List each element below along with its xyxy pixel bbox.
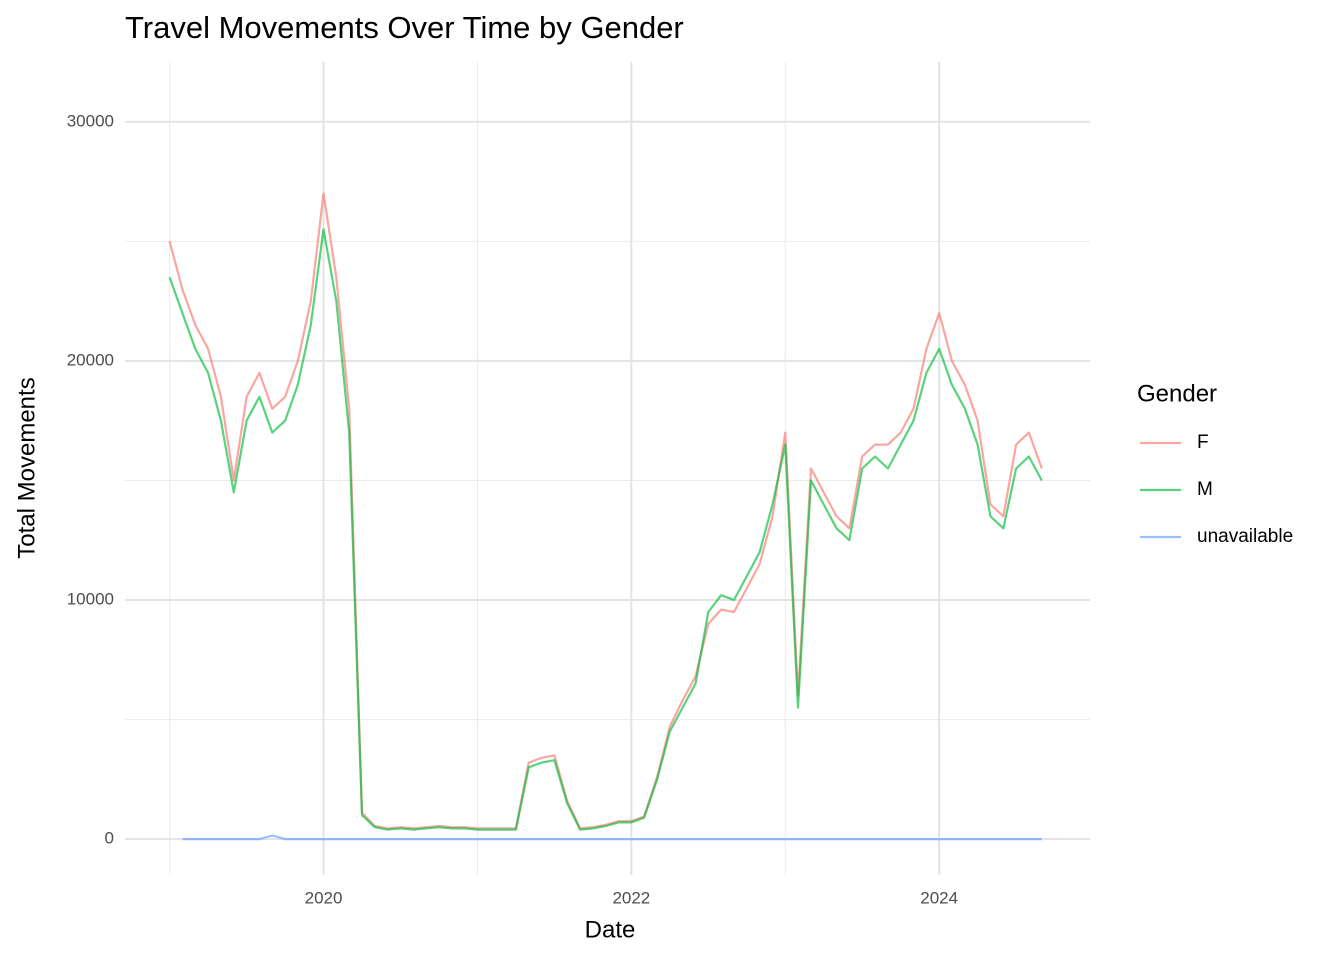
chart-title: Travel Movements Over Time by Gender: [125, 10, 684, 45]
y-tick-label: 20000: [67, 350, 114, 369]
line-series: [168, 228, 1043, 831]
x-axis-label: Date: [585, 916, 636, 943]
x-tick-label: 2020: [305, 888, 343, 907]
legend-label: M: [1197, 479, 1213, 500]
x-tick-label: 2024: [920, 888, 958, 907]
legend-label: F: [1197, 432, 1209, 453]
y-tick-label: 30000: [67, 111, 114, 130]
y-axis-label: Total Movements: [13, 377, 40, 558]
line-series: [168, 192, 1043, 830]
y-tick-label: 10000: [67, 589, 114, 608]
x-tick-label: 2022: [612, 888, 650, 907]
line-series: [182, 834, 1042, 841]
y-tick-label: 0: [105, 829, 114, 848]
legend-title: Gender: [1137, 380, 1217, 407]
legend-label: unavailable: [1197, 526, 1293, 547]
